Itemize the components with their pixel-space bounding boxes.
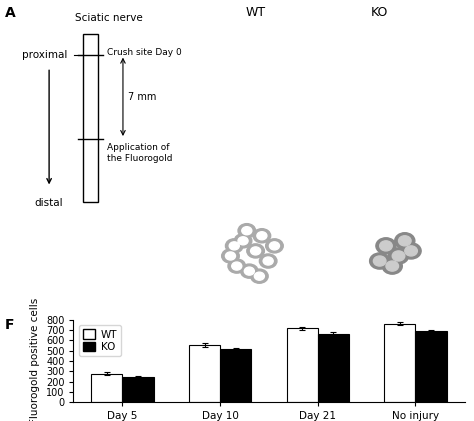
Text: distal: distal: [35, 198, 64, 208]
Circle shape: [244, 267, 255, 275]
Circle shape: [259, 254, 277, 268]
Circle shape: [238, 224, 255, 238]
Circle shape: [240, 264, 258, 278]
Text: KO: KO: [371, 6, 388, 19]
Circle shape: [370, 253, 390, 269]
Circle shape: [229, 242, 239, 250]
Circle shape: [405, 246, 417, 256]
Circle shape: [253, 229, 271, 243]
Bar: [318, 333, 349, 402]
Circle shape: [386, 261, 399, 271]
Bar: [384, 324, 416, 402]
Bar: [83, 34, 98, 202]
Bar: [287, 328, 318, 402]
Circle shape: [251, 269, 268, 283]
Circle shape: [255, 272, 264, 280]
Text: 7 mm: 7 mm: [128, 92, 157, 102]
Circle shape: [263, 257, 273, 265]
Circle shape: [238, 237, 248, 245]
Circle shape: [380, 241, 392, 251]
Circle shape: [392, 251, 405, 261]
Bar: [416, 331, 447, 402]
Circle shape: [251, 247, 261, 255]
Legend: WT, KO: WT, KO: [79, 325, 121, 356]
Circle shape: [228, 259, 246, 273]
Bar: [122, 377, 154, 402]
Circle shape: [401, 243, 421, 259]
Circle shape: [226, 239, 243, 253]
Bar: [91, 373, 122, 402]
Circle shape: [395, 233, 415, 249]
Circle shape: [234, 234, 252, 248]
Y-axis label: Fluorogold positive cells: Fluorogold positive cells: [30, 298, 40, 421]
Bar: [220, 349, 251, 402]
Circle shape: [232, 262, 242, 270]
Text: E: E: [335, 216, 343, 229]
Circle shape: [226, 252, 236, 260]
Text: WT: WT: [246, 6, 266, 19]
Circle shape: [382, 258, 402, 274]
Circle shape: [242, 226, 252, 235]
Circle shape: [257, 232, 267, 240]
Circle shape: [399, 236, 411, 246]
Text: D: D: [204, 216, 214, 229]
Text: Crush site Day 0: Crush site Day 0: [107, 48, 182, 57]
Text: C: C: [335, 24, 344, 37]
Circle shape: [222, 249, 239, 263]
Text: F: F: [5, 318, 14, 332]
Circle shape: [265, 239, 283, 253]
Circle shape: [389, 248, 409, 264]
Circle shape: [247, 244, 264, 258]
Circle shape: [376, 238, 396, 254]
Bar: [189, 345, 220, 402]
Text: Sciatic nerve: Sciatic nerve: [75, 13, 142, 23]
Circle shape: [269, 242, 280, 250]
Text: B: B: [204, 24, 214, 37]
Text: proximal: proximal: [22, 50, 67, 60]
Circle shape: [374, 256, 386, 266]
Text: Application of
the Fluorogold: Application of the Fluorogold: [107, 143, 172, 163]
Text: A: A: [5, 6, 16, 20]
